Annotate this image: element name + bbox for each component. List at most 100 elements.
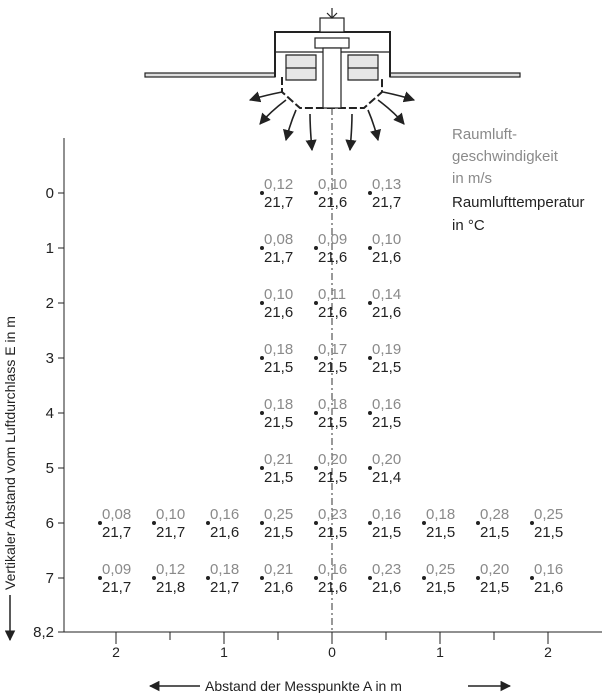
measurement-dot xyxy=(530,576,534,580)
measurement-dot xyxy=(422,576,426,580)
temperature-value: 21,5 xyxy=(318,524,347,541)
measurement-points: 0,1221,70,1021,60,1321,70,0821,70,0921,6… xyxy=(98,176,563,596)
temperature-value: 21,6 xyxy=(318,194,347,211)
y-tick-label: 1 xyxy=(46,240,54,257)
velocity-value: 0,14 xyxy=(372,286,401,303)
temperature-value: 21,6 xyxy=(264,579,293,596)
velocity-value: 0,09 xyxy=(102,561,131,578)
velocity-value: 0,28 xyxy=(480,506,509,523)
temperature-value: 21,6 xyxy=(372,304,401,321)
velocity-value: 0,25 xyxy=(534,506,563,523)
velocity-value: 0,19 xyxy=(372,341,401,358)
measurement-dot xyxy=(368,466,372,470)
measurement-dot xyxy=(260,301,264,305)
x-axis-title-group: Abstand der Messpunkte A in m xyxy=(148,678,512,693)
measurement-dot xyxy=(368,356,372,360)
measurement-dot xyxy=(98,576,102,580)
temperature-value: 21,6 xyxy=(372,579,401,596)
measurement-dot xyxy=(260,466,264,470)
y-tick-label: 7 xyxy=(46,570,54,587)
measurement-dot xyxy=(152,521,156,525)
velocity-value: 0,08 xyxy=(102,506,131,523)
velocity-value: 0,10 xyxy=(156,506,185,523)
temperature-value: 21,5 xyxy=(318,359,347,376)
measurement-dot xyxy=(260,191,264,195)
velocity-value: 0,08 xyxy=(264,231,293,248)
measurement-dot xyxy=(314,466,318,470)
velocity-value: 0,16 xyxy=(318,561,347,578)
measurement-dot xyxy=(368,576,372,580)
temperature-value: 21,5 xyxy=(426,579,455,596)
velocity-value: 0,25 xyxy=(426,561,455,578)
legend-temperature-line-2: in °C xyxy=(452,217,485,234)
measurement-dot xyxy=(422,521,426,525)
measurement-dot xyxy=(314,246,318,250)
velocity-value: 0,20 xyxy=(480,561,509,578)
x-tick-label: 0 xyxy=(328,644,336,660)
y-tick-label: 8,2 xyxy=(33,624,54,641)
velocity-value: 0,12 xyxy=(156,561,185,578)
temperature-value: 21,5 xyxy=(318,414,347,431)
velocity-value: 0,21 xyxy=(264,561,293,578)
y-tick-label: 5 xyxy=(46,460,54,477)
measurement-dot xyxy=(206,576,210,580)
velocity-value: 0,18 xyxy=(264,396,293,413)
temperature-value: 21,6 xyxy=(318,249,347,266)
y-axis-ticks: 0 1 2 3 4 5 6 7 8,2 xyxy=(33,185,64,641)
temperature-value: 21,5 xyxy=(264,524,293,541)
velocity-value: 0,18 xyxy=(210,561,239,578)
temperature-value: 21,5 xyxy=(372,359,401,376)
measurement-dot xyxy=(98,521,102,525)
velocity-value: 0,16 xyxy=(372,506,401,523)
y-tick-label: 0 xyxy=(46,185,54,202)
velocity-value: 0,16 xyxy=(534,561,563,578)
velocity-value: 0,18 xyxy=(264,341,293,358)
measurement-dot xyxy=(368,411,372,415)
x-tick-label: 2 xyxy=(112,644,120,660)
velocity-value: 0,11 xyxy=(318,286,346,303)
airflow-arrows-icon xyxy=(248,91,416,152)
measurement-dot xyxy=(368,521,372,525)
temperature-value: 21,7 xyxy=(156,524,185,541)
velocity-value: 0,23 xyxy=(372,561,401,578)
y-tick-label: 6 xyxy=(46,515,54,532)
temperature-value: 21,5 xyxy=(480,579,509,596)
velocity-value: 0,12 xyxy=(264,176,293,193)
velocity-value: 0,10 xyxy=(264,286,293,303)
measurement-dot xyxy=(314,521,318,525)
temperature-value: 21,7 xyxy=(264,194,293,211)
velocity-value: 0,18 xyxy=(318,396,347,413)
velocity-value: 0,18 xyxy=(426,506,455,523)
velocity-value: 0,10 xyxy=(318,176,347,193)
axes xyxy=(63,138,602,633)
temperature-value: 21,4 xyxy=(372,469,401,486)
temperature-value: 21,5 xyxy=(426,524,455,541)
y-tick-label: 3 xyxy=(46,350,54,367)
velocity-value: 0,23 xyxy=(318,506,347,523)
x-axis-title: Abstand der Messpunkte A in m xyxy=(205,678,402,693)
temperature-value: 21,8 xyxy=(156,579,185,596)
y-tick-label: 2 xyxy=(46,295,54,312)
temperature-value: 21,5 xyxy=(264,469,293,486)
temperature-value: 21,5 xyxy=(264,359,293,376)
measurement-dot xyxy=(314,356,318,360)
velocity-value: 0,13 xyxy=(372,176,401,193)
measurement-dot xyxy=(314,301,318,305)
velocity-value: 0,21 xyxy=(264,451,293,468)
x-tick-label: 2 xyxy=(544,644,552,660)
x-axis-ticks: 2 1 0 1 2 xyxy=(112,632,552,660)
temperature-value: 21,5 xyxy=(264,414,293,431)
legend-velocity-line-1: Raumluft- xyxy=(452,126,517,143)
velocity-value: 0,20 xyxy=(372,451,401,468)
x-tick-label: 1 xyxy=(220,644,228,660)
measurement-dot xyxy=(530,521,534,525)
temperature-value: 21,5 xyxy=(480,524,509,541)
measurement-dot xyxy=(260,356,264,360)
temperature-value: 21,6 xyxy=(318,304,347,321)
measurement-dot xyxy=(260,246,264,250)
measurement-dot xyxy=(260,521,264,525)
velocity-value: 0,16 xyxy=(210,506,239,523)
velocity-value: 0,16 xyxy=(372,396,401,413)
measurement-dot xyxy=(476,521,480,525)
legend-velocity-line-2: geschwindigkeit xyxy=(452,148,559,165)
